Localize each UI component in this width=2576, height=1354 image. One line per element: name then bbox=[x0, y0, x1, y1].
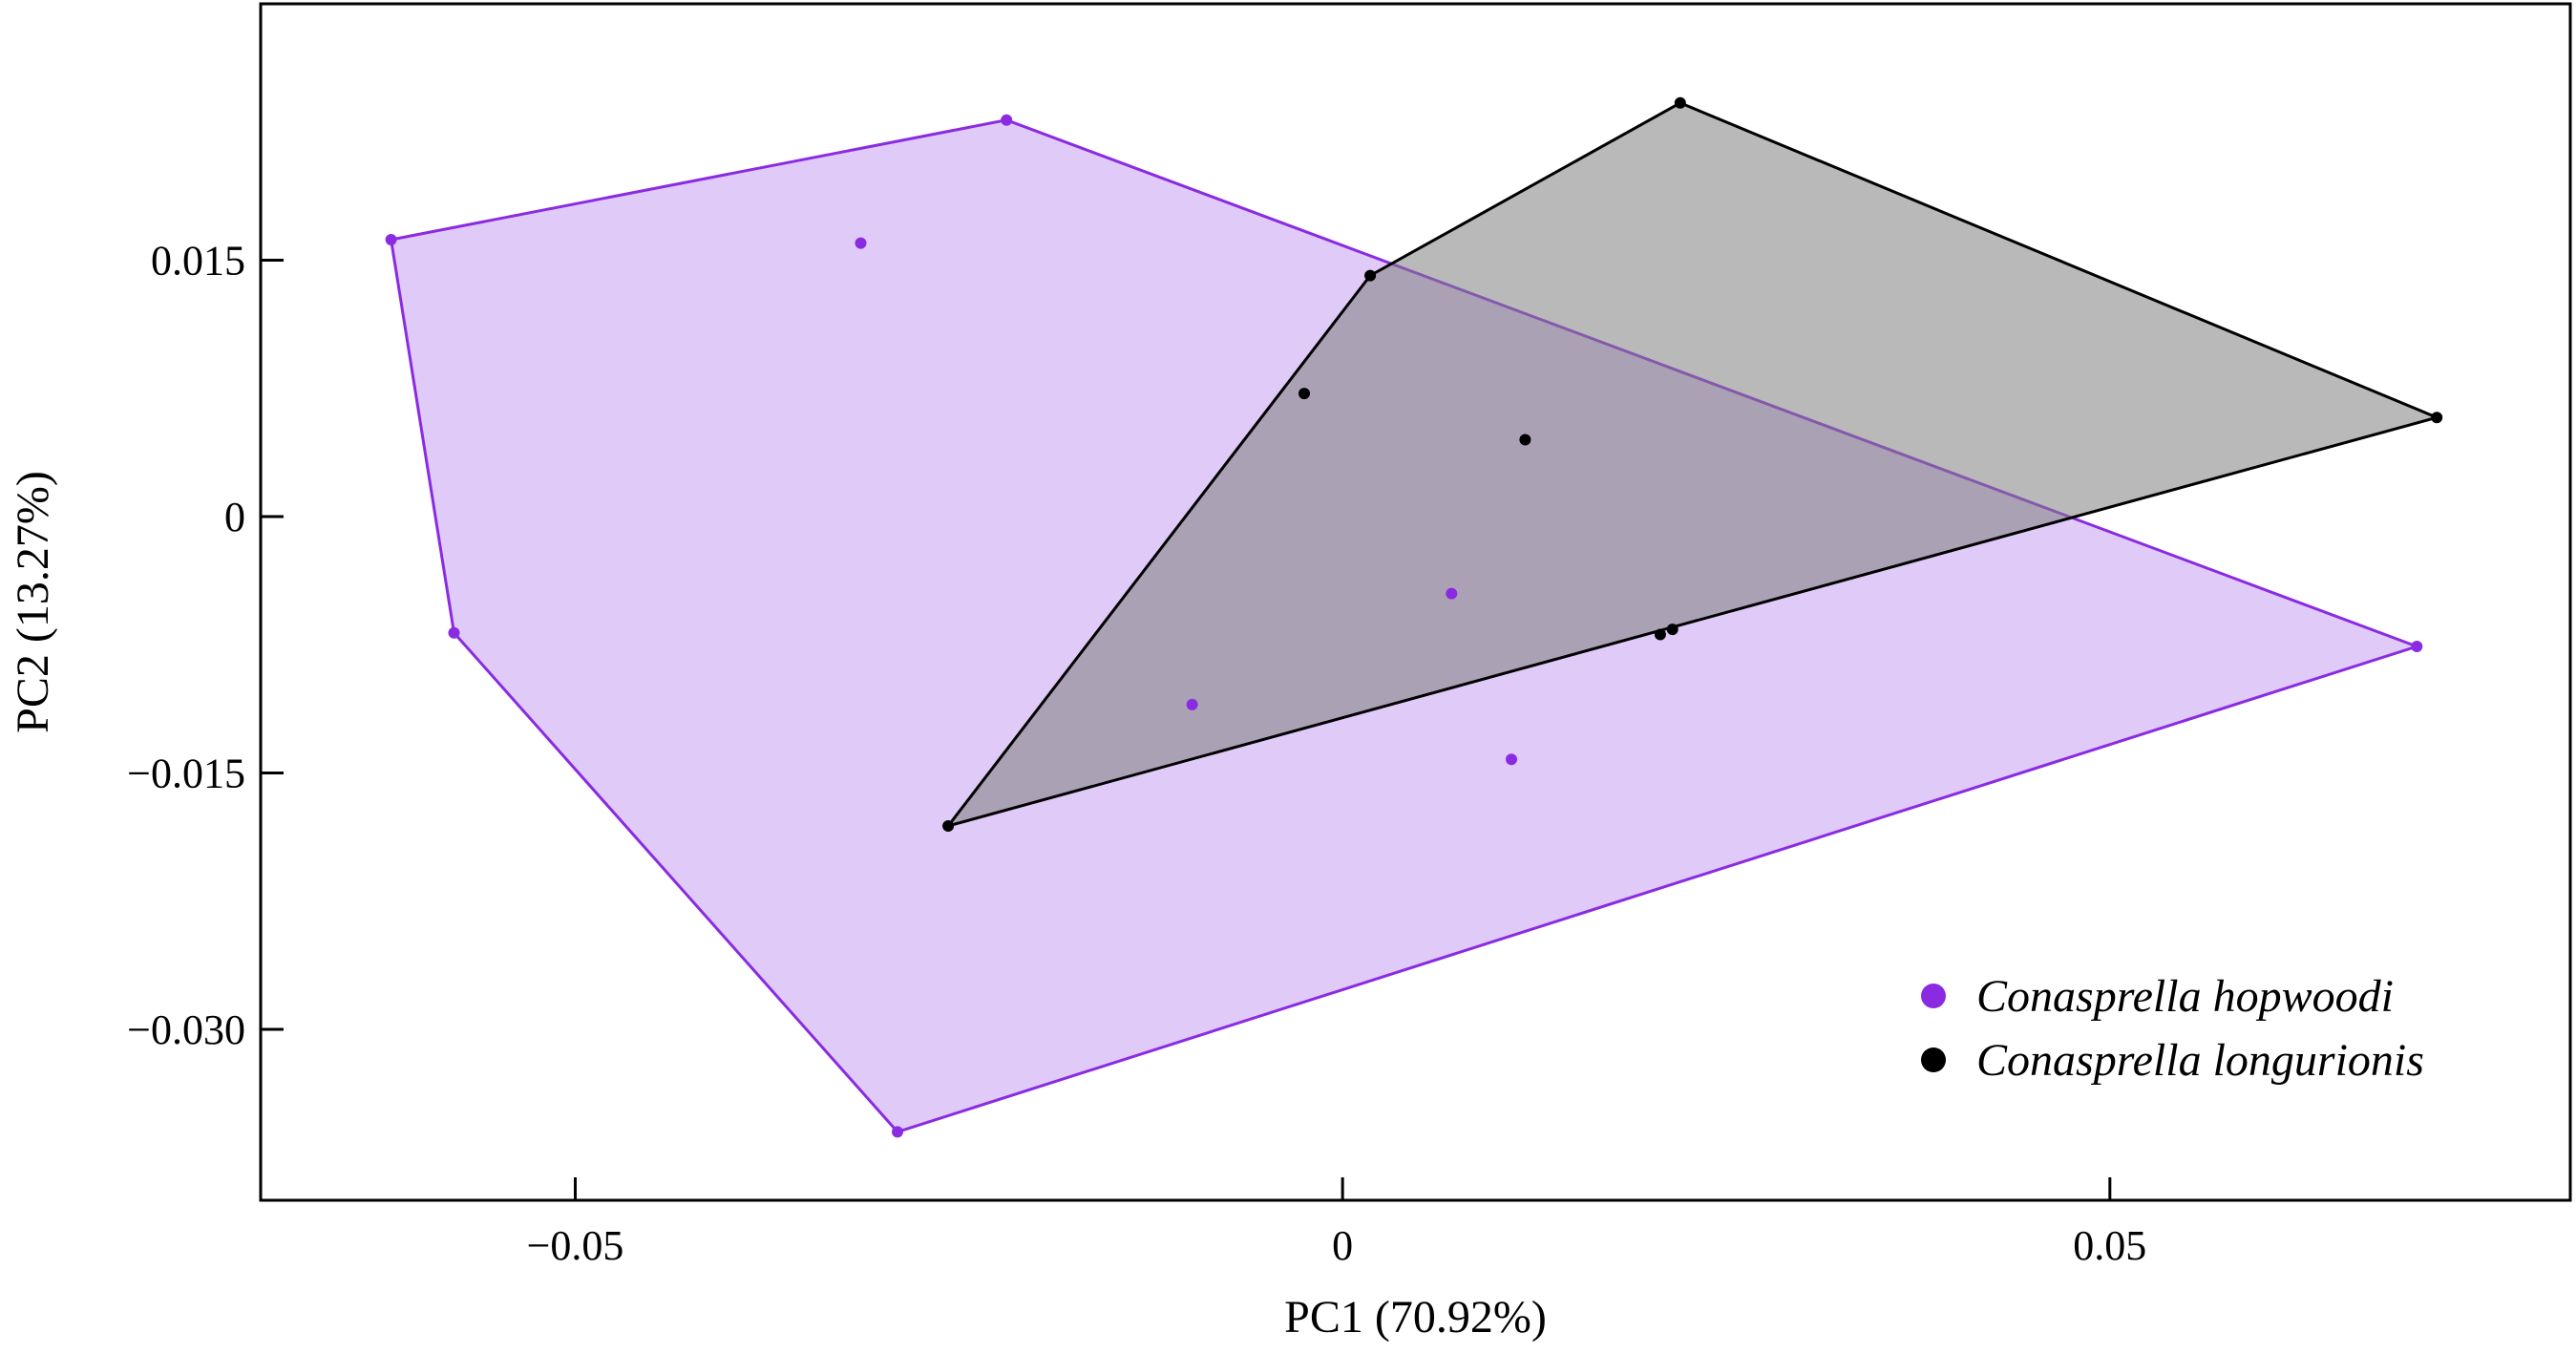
data-point-series-1-7 bbox=[942, 820, 955, 832]
data-point-series-1-0 bbox=[1674, 96, 1686, 109]
data-point-series-0-5 bbox=[1506, 753, 1517, 766]
legend: Conasprella hopwoodi Conasprella longuri… bbox=[1921, 971, 2424, 1086]
data-point-series-0-4 bbox=[1186, 698, 1198, 710]
y-tick-label: 0 bbox=[224, 494, 245, 540]
data-point-series-1-6 bbox=[1666, 624, 1679, 636]
y-tick-label: −0.030 bbox=[127, 1006, 245, 1053]
x-tick-label: −0.05 bbox=[527, 1222, 624, 1269]
x-tick-label: 0 bbox=[1332, 1222, 1353, 1269]
y-axis: 0.015 0 −0.015 −0.030 bbox=[127, 238, 284, 1053]
hull-layer bbox=[389, 101, 2441, 1134]
x-axis-label: PC1 (70.92%) bbox=[1284, 1292, 1547, 1343]
legend-label-longurionis: Conasprella longurionis bbox=[1976, 1035, 2424, 1086]
x-tick-label: 0.05 bbox=[2073, 1222, 2146, 1269]
y-tick-label: 0.015 bbox=[151, 238, 245, 285]
y-axis-label: PC2 (13.27%) bbox=[8, 471, 58, 733]
data-point-series-1-4 bbox=[1519, 434, 1531, 446]
data-point-series-0-2 bbox=[855, 237, 867, 249]
data-point-series-0-8 bbox=[2411, 641, 2423, 652]
points-layer bbox=[385, 96, 2443, 1138]
data-point-series-0-6 bbox=[448, 626, 460, 639]
x-axis: −0.05 0 0.05 bbox=[527, 1177, 2146, 1269]
data-point-series-0-3 bbox=[1446, 587, 1458, 600]
data-point-series-0-0 bbox=[385, 234, 397, 245]
y-tick-label: −0.015 bbox=[127, 751, 245, 797]
data-point-series-1-1 bbox=[1364, 269, 1377, 282]
legend-label-hopwoodi: Conasprella hopwoodi bbox=[1976, 971, 2394, 1022]
plot-frame bbox=[259, 2, 2572, 1202]
data-point-series-1-5 bbox=[1654, 628, 1666, 641]
data-point-series-1-2 bbox=[2431, 412, 2443, 424]
legend-marker-longurionis bbox=[1921, 1047, 1946, 1072]
data-point-series-1-3 bbox=[1299, 388, 1310, 400]
data-point-series-0-1 bbox=[1001, 114, 1013, 126]
data-point-series-0-7 bbox=[892, 1126, 903, 1138]
legend-marker-hopwoodi bbox=[1921, 984, 1946, 1008]
